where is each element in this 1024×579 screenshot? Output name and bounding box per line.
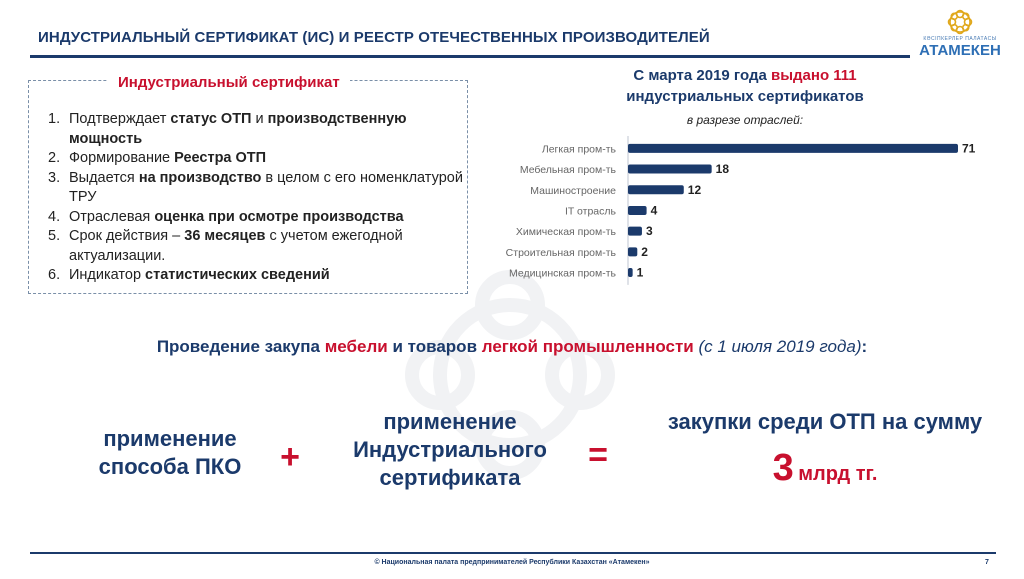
list-number: 1. — [48, 111, 61, 127]
bar — [628, 143, 958, 153]
list-text: Отраслевая — [69, 208, 155, 225]
list-text: с учетом ежегодной актуализации. — [69, 228, 403, 264]
bar — [628, 268, 633, 278]
title-rule — [30, 55, 910, 58]
formula-middle: применение Индустриального сертификата — [320, 408, 580, 492]
certificate-list-item: 3. Выдается на производство в целом с его… — [36, 169, 464, 208]
certificate-list-item: 5. Срок действия – 36 месяцев с учетом еж… — [36, 227, 464, 266]
amount-unit: млрд тг. — [798, 463, 878, 485]
bar — [628, 247, 638, 257]
category-label: Машиностроение — [530, 185, 616, 197]
issued-headline: С марта 2019 года выдано 111 — [540, 67, 950, 84]
amount-number: 3 — [772, 447, 794, 489]
chart-svg: Легкая пром-ть 71 Мебельная пром-ть 18 Машин… — [506, 136, 976, 285]
list-text: Индикатор — [69, 267, 146, 283]
procurement-amount: 3 млрд тг. — [700, 447, 950, 490]
list-text: Выдается — [69, 169, 139, 186]
issued-count: выдано 111 — [770, 67, 857, 84]
list-number: 3. — [48, 169, 61, 186]
formula-middle-line-2: Индустриального — [353, 437, 547, 462]
certificate-box-title: Индустриальный сертификат — [108, 74, 350, 91]
logo-name: АТАМЕКЕН — [919, 42, 1001, 59]
issued-headline-line2: индустриальных сертификатов — [626, 88, 864, 105]
footer-copyright: © Национальная палата предпринимателей Р… — [374, 559, 650, 566]
industry-bar-chart: Легкая пром-ть 71 Мебельная пром-ть 18 Машин… — [480, 136, 1020, 286]
bar — [628, 205, 647, 215]
data-label: 12 — [688, 183, 702, 197]
list-text: Формирование — [69, 150, 175, 166]
data-label: 1 — [637, 266, 644, 280]
footer-rule — [30, 552, 996, 554]
list-text: Срок действия – — [69, 228, 185, 244]
list-text: Подтверждает — [69, 111, 171, 127]
data-label: 3 — [646, 224, 653, 238]
list-text-bold: производственную мощность — [69, 111, 407, 147]
category-label: Медицинская пром-ть — [509, 268, 617, 280]
plus-sign: + — [280, 438, 300, 476]
procurement-suffix: : — [861, 337, 868, 356]
category-label: Мебельная пром-ть — [520, 164, 617, 176]
list-text: и — [251, 111, 268, 127]
procurement-date: (с 1 июля 2019 года) — [693, 337, 862, 356]
page-number: 7 — [985, 559, 989, 566]
formula-middle-line-3: сертификата — [379, 465, 521, 490]
category-label: Строительная пром-ть — [506, 247, 617, 259]
procurement-prefix: Проведение закупа — [156, 337, 325, 356]
formula-left: применение способа ПКО — [70, 425, 270, 481]
category-label: Химическая пром-ть — [516, 226, 617, 238]
list-text: в целом с его номенклатурой ТРУ — [69, 169, 463, 206]
procurement-line: Проведение закупа мебели и товаров легко… — [0, 337, 1024, 357]
data-label: 4 — [651, 203, 658, 217]
list-text-bold: статус ОТП — [170, 111, 252, 127]
page-title: ИНДУСТРИАЛЬНЫЙ СЕРТИФИКАТ (ИС) И РЕЕСТР … — [38, 29, 710, 46]
data-label: 18 — [716, 162, 730, 176]
category-label: Легкая пром-ть — [542, 143, 617, 155]
procurement-furniture: мебели — [324, 337, 388, 356]
data-label: 71 — [962, 141, 976, 155]
certificate-list-item: 2. Формирование Реестра ОТП — [36, 149, 464, 169]
certificate-list-item: 6. Индикатор статистических сведений — [36, 266, 464, 286]
category-label: IT отрасль — [565, 205, 617, 217]
formula-left-line-1: применение — [103, 426, 237, 451]
bar — [628, 226, 642, 236]
list-text-bold: Реестра ОТП — [174, 150, 267, 166]
issued-prefix: С марта 2019 года — [633, 67, 771, 84]
formula-right: закупки среди ОТП на сумму — [667, 409, 983, 434]
procurement-mid: и товаров — [387, 337, 482, 356]
issued-subtitle: в разрезе отраслей: — [686, 113, 804, 127]
equals-sign: = — [588, 436, 608, 474]
list-text-bold: статистических сведений — [145, 267, 330, 283]
list-number: 5. — [48, 228, 61, 244]
atameken-logo: КӘСІПКЕРЛЕР ПАЛАТАСЫ АТАМЕКЕН — [912, 8, 1008, 60]
data-label: 2 — [641, 245, 648, 259]
formula-middle-line-1: применение — [383, 409, 517, 434]
logo-small-text: КӘСІПКЕРЛЕР ПАЛАТАСЫ — [923, 36, 997, 42]
logo-emblem-icon — [947, 9, 973, 35]
list-text-bold: на производство — [138, 169, 262, 186]
certificate-list-item: 4. Отраслевая оценка при осмотре производ… — [36, 208, 464, 228]
certificate-list-item: 1. Подтверждает статус ОТП и производстве… — [36, 110, 464, 149]
list-number: 6. — [48, 267, 61, 283]
list-number: 2. — [48, 150, 61, 166]
certificate-list: 1. Подтверждает статус ОТП и производстве… — [36, 110, 464, 286]
list-number: 4. — [48, 208, 61, 225]
watermark-emblem-icon — [405, 270, 615, 480]
procurement-light-industry: легкой промышленности — [481, 337, 694, 356]
bar — [628, 164, 712, 174]
list-text-bold: 36 месяцев — [184, 228, 266, 244]
formula-left-line-2: способа ПКО — [98, 454, 242, 479]
bar — [628, 185, 684, 195]
list-text-bold: оценка при осмотре производства — [154, 208, 404, 225]
